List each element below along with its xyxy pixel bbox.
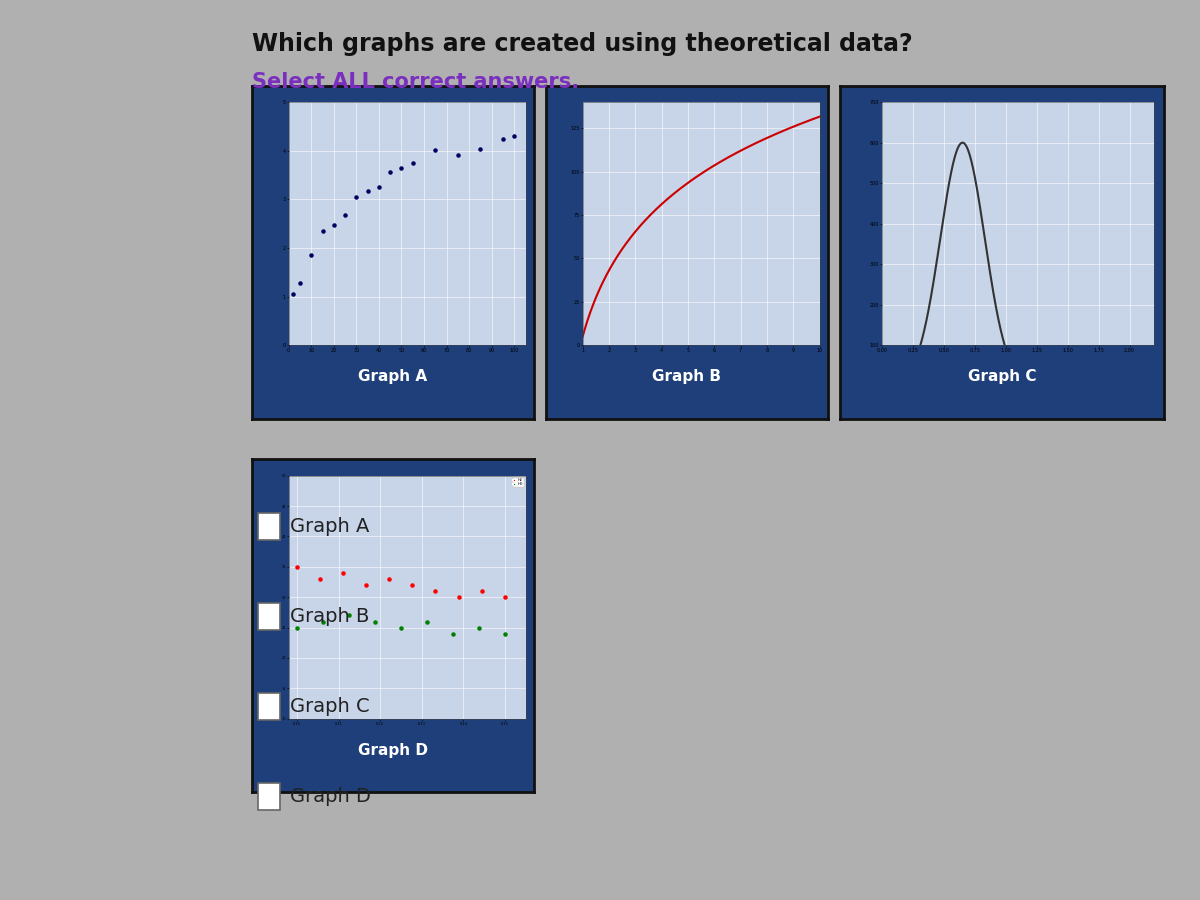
Text: Graph A: Graph A [359, 369, 427, 384]
Point [370, 180, 389, 194]
Point [324, 218, 343, 232]
Text: Graph B: Graph B [290, 607, 370, 626]
Point [469, 620, 488, 634]
Point [287, 560, 306, 574]
Point [380, 166, 400, 180]
Point [301, 248, 320, 262]
Point [287, 620, 306, 634]
Point [470, 142, 490, 157]
Point [356, 578, 376, 592]
Point [391, 620, 410, 634]
Point [365, 615, 384, 629]
Point [313, 615, 332, 629]
Point [379, 572, 398, 586]
Point [426, 584, 445, 598]
Text: Graph D: Graph D [290, 787, 371, 806]
Text: Graph D: Graph D [358, 742, 428, 758]
Point [283, 287, 302, 302]
Point [496, 626, 515, 641]
Point [449, 590, 468, 605]
Point [443, 626, 462, 641]
FancyBboxPatch shape [258, 693, 280, 720]
Text: Graph B: Graph B [653, 369, 721, 384]
Text: Graph C: Graph C [967, 369, 1037, 384]
Text: Graph C: Graph C [290, 697, 370, 716]
Point [496, 590, 515, 605]
Legend: H2, HO: H2, HO [512, 477, 524, 487]
Text: Select ALL correct answers.: Select ALL correct answers. [252, 72, 580, 92]
Point [426, 142, 445, 157]
FancyBboxPatch shape [258, 783, 280, 810]
Text: Graph A: Graph A [290, 517, 370, 536]
Text: Which graphs are created using theoretical data?: Which graphs are created using theoretic… [252, 32, 913, 56]
Point [347, 189, 366, 203]
Point [358, 184, 377, 198]
Point [403, 578, 422, 592]
Point [403, 156, 422, 170]
FancyBboxPatch shape [258, 603, 280, 630]
Point [313, 224, 332, 238]
Point [290, 275, 310, 290]
Point [449, 148, 468, 162]
Point [392, 160, 412, 175]
Point [505, 129, 524, 143]
Point [340, 608, 359, 623]
FancyBboxPatch shape [258, 513, 280, 540]
Point [472, 584, 491, 598]
Point [418, 615, 437, 629]
Point [493, 131, 512, 146]
Point [311, 572, 330, 586]
Point [336, 208, 355, 222]
Point [334, 566, 353, 580]
